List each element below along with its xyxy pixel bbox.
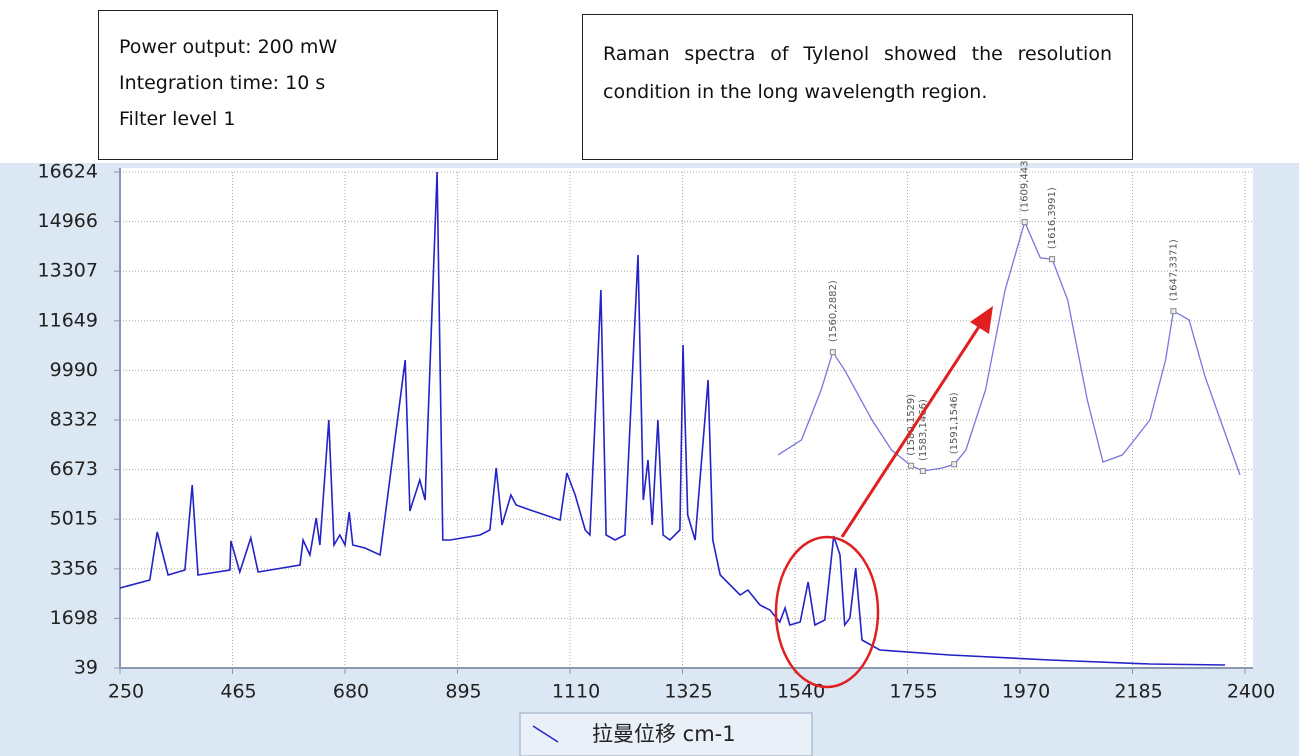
x-tick-label: 250 (108, 681, 144, 703)
description-note: Raman spectra of Tylenol showed the reso… (582, 14, 1133, 160)
data-line (119, 171, 1226, 666)
y-tick-label: 14966 (38, 210, 98, 232)
legend-label: 拉曼位移 cm-1 (592, 722, 736, 746)
note-line: Power output: 200 mW (119, 36, 338, 58)
annotation-marker (1170, 308, 1177, 315)
y-tick-label: 16624 (38, 161, 98, 183)
note-line: Filter level 1 (119, 108, 236, 130)
annotation-marker (829, 349, 836, 356)
annotation-marker (908, 462, 915, 469)
y-tick-label: 13307 (38, 260, 98, 282)
y-tick-label: 8332 (50, 408, 98, 430)
annotation-marker (951, 461, 958, 468)
x-tick-label: 1325 (664, 681, 712, 703)
annotation-label: (1591,1546) (949, 392, 960, 454)
annotation-label: (1647,3371) (1168, 239, 1179, 301)
annotation-label: (1580,1529) (906, 394, 917, 456)
legend-box (519, 712, 813, 756)
x-tick-label: 1970 (1002, 681, 1050, 703)
plot-layer: 39 1698 3356 5015 6673 8332 9990 11649 13307 1496… (38, 150, 1276, 702)
plot-area (120, 168, 1253, 668)
x-tick-label: 1540 (777, 681, 825, 703)
x-tick-label: 2400 (1227, 681, 1275, 703)
annotation-label: (1583,1466) (918, 399, 929, 461)
y-tick-label: 39 (74, 657, 98, 679)
note-line: Integration time: 10 s (119, 72, 326, 94)
settings-note: Power output: 200 mW Integration time: 1… (98, 10, 498, 160)
arrow-shaft (840, 321, 984, 538)
annotation-label: (1560,2882) (828, 280, 839, 342)
annotation-label: (1616,3991) (1047, 187, 1058, 249)
highlight-ellipse (774, 535, 880, 689)
x-tick-label: 1110 (552, 681, 600, 703)
y-tick-label: 1698 (50, 607, 98, 629)
x-tick-label: 680 (333, 681, 369, 703)
x-tick-label: 465 (220, 681, 256, 703)
y-tick-label: 5015 (50, 508, 98, 530)
legend-swatch (532, 725, 559, 743)
data-line (777, 220, 1241, 476)
arrow-head (970, 306, 993, 334)
annotation-label: (1609,4432) (1020, 150, 1031, 212)
y-tick-label: 6673 (50, 458, 98, 480)
x-tick-label: 895 (445, 681, 481, 703)
x-tick-label: 2185 (1114, 681, 1162, 703)
y-tick-label: 11649 (38, 309, 98, 331)
annotation-marker (1049, 256, 1056, 263)
annotation-marker (919, 467, 926, 474)
y-tick-label: 9990 (50, 359, 98, 381)
y-tick-label: 3356 (50, 557, 98, 579)
annotation-marker (1021, 219, 1028, 226)
x-tick-label: 1755 (889, 681, 937, 703)
